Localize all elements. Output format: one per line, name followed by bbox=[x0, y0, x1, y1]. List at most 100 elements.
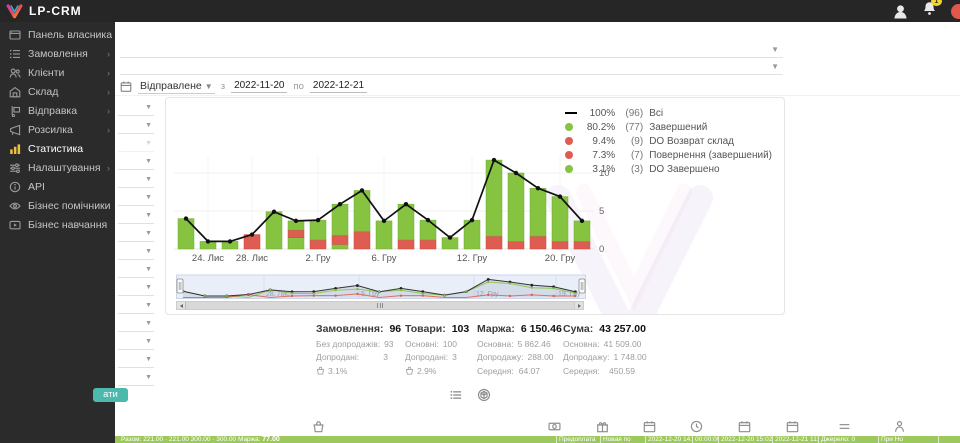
filter-select-2[interactable]: ▼ bbox=[120, 57, 783, 75]
sidebar-item-9[interactable]: Бізнес помічники bbox=[0, 196, 115, 215]
calendar-icon[interactable] bbox=[738, 420, 751, 433]
date-to-input[interactable]: 2022-12-21 bbox=[309, 80, 368, 93]
notifications-button[interactable]: 1 bbox=[922, 0, 942, 21]
gift-icon[interactable] bbox=[596, 420, 609, 433]
basket-icon[interactable] bbox=[312, 420, 325, 433]
bar-segment[interactable] bbox=[309, 239, 327, 250]
line-point[interactable] bbox=[425, 217, 431, 223]
sidebar-item-3[interactable]: Склад › bbox=[0, 82, 115, 101]
line-point[interactable] bbox=[535, 186, 541, 191]
line-point[interactable] bbox=[579, 218, 585, 224]
bar-segment[interactable] bbox=[397, 239, 415, 250]
mini-filter-select-8[interactable]: ▼ bbox=[118, 226, 154, 242]
sidebar-item-2[interactable]: Клієнти › bbox=[0, 63, 115, 82]
line-point[interactable] bbox=[403, 201, 409, 207]
avatar[interactable] bbox=[951, 3, 960, 19]
mini-filter-select-9[interactable]: ▼ bbox=[118, 244, 154, 260]
person-icon[interactable] bbox=[893, 420, 906, 433]
line-point[interactable] bbox=[557, 194, 563, 199]
line-point[interactable] bbox=[447, 235, 453, 240]
bar-segment[interactable] bbox=[573, 241, 591, 250]
bar-segment[interactable] bbox=[287, 237, 305, 250]
line-point[interactable] bbox=[183, 216, 189, 221]
mini-filter-select-5[interactable]: ▼ bbox=[118, 172, 154, 188]
orders-status-chart[interactable]: 24. Лис 28. Лис 2. Гру 6. Гру 12. Гру 20. Гру… bbox=[166, 98, 785, 268]
bar-segment[interactable] bbox=[177, 218, 195, 250]
mini-filter-select-4[interactable]: ▼ bbox=[118, 154, 154, 170]
line-point[interactable] bbox=[381, 218, 387, 224]
rows-icon[interactable] bbox=[838, 420, 851, 433]
sidebar-item-7[interactable]: Налаштування › bbox=[0, 158, 115, 177]
filter-select-1[interactable]: ▼ bbox=[120, 40, 783, 58]
search-button[interactable]: ати bbox=[93, 388, 128, 402]
bar-segment[interactable] bbox=[529, 235, 547, 250]
bar-segment[interactable] bbox=[419, 239, 437, 250]
mini-filter-select-6[interactable]: ▼ bbox=[118, 190, 154, 206]
bar-segment[interactable] bbox=[419, 219, 437, 241]
line-point[interactable] bbox=[491, 157, 497, 163]
navigator-right-handle[interactable] bbox=[578, 278, 586, 294]
line-point[interactable] bbox=[513, 170, 519, 176]
chart-list-button[interactable] bbox=[449, 388, 463, 402]
bar-segment[interactable] bbox=[353, 190, 371, 232]
line-point[interactable] bbox=[315, 217, 321, 223]
mini-filter-select-10[interactable]: ▼ bbox=[118, 262, 154, 278]
line-point[interactable] bbox=[205, 239, 211, 244]
scrollbar-thumb[interactable] bbox=[185, 302, 575, 309]
sidebar-item-5[interactable]: Розсилка › bbox=[0, 120, 115, 139]
line-point[interactable] bbox=[249, 232, 255, 237]
date-from-input[interactable]: 2022-11-20 bbox=[231, 80, 288, 93]
bar-segment[interactable] bbox=[573, 220, 591, 242]
line-point[interactable] bbox=[271, 209, 277, 214]
bar-segment[interactable] bbox=[507, 172, 525, 242]
line-point[interactable] bbox=[337, 201, 343, 207]
sidebar-item-6[interactable]: Статистика bbox=[0, 139, 115, 158]
calendar-icon[interactable] bbox=[643, 420, 656, 433]
bar-segment[interactable] bbox=[529, 187, 547, 237]
bar-segment[interactable] bbox=[551, 241, 569, 250]
line-point[interactable] bbox=[293, 218, 299, 224]
bar-segment[interactable] bbox=[485, 235, 503, 250]
bar-segment[interactable] bbox=[309, 219, 327, 241]
bar-segment[interactable] bbox=[485, 159, 503, 237]
line-point[interactable] bbox=[469, 217, 475, 223]
navigator-left-handle[interactable] bbox=[176, 278, 184, 294]
bar-segment[interactable] bbox=[287, 229, 305, 238]
bar-segment[interactable] bbox=[397, 203, 415, 241]
legend-item-3[interactable]: 7.3% (7) Повернення (завершений) bbox=[565, 148, 772, 162]
bar-segment[interactable] bbox=[507, 241, 525, 250]
chart-scrollbar[interactable] bbox=[176, 301, 584, 310]
bar-segment[interactable] bbox=[353, 231, 371, 250]
bar-segment[interactable] bbox=[331, 235, 349, 245]
scroll-right-arrow[interactable] bbox=[574, 302, 583, 309]
banknote-icon[interactable] bbox=[548, 420, 561, 433]
mini-filter-select-15[interactable]: ▼ bbox=[118, 352, 154, 368]
bar-segment[interactable] bbox=[331, 244, 349, 250]
sidebar-item-4[interactable]: Відправка › bbox=[0, 101, 115, 120]
mini-filter-select-1[interactable]: ▼ bbox=[118, 100, 154, 116]
user-icon[interactable] bbox=[893, 4, 908, 19]
mini-filter-select-14[interactable]: ▼ bbox=[118, 334, 154, 350]
mini-filter-select-13[interactable]: ▼ bbox=[118, 316, 154, 332]
sidebar-item-1[interactable]: Замовлення › bbox=[0, 44, 115, 63]
mini-filter-select-3[interactable]: ▼ bbox=[118, 136, 154, 152]
bar-segment[interactable] bbox=[375, 220, 393, 250]
clock-icon[interactable] bbox=[690, 420, 703, 433]
mini-filter-select-11[interactable]: ▼ bbox=[118, 280, 154, 296]
line-point[interactable] bbox=[359, 188, 365, 193]
table-first-row[interactable]: Разом: 221.00 · 221.00 300.00 · 300.00 М… bbox=[115, 436, 960, 443]
sidebar-item-8[interactable]: API bbox=[0, 177, 115, 196]
brand[interactable]: LP-CRM bbox=[6, 1, 82, 21]
mini-filter-select-7[interactable]: ▼ bbox=[118, 208, 154, 224]
mini-filter-select-2[interactable]: ▼ bbox=[118, 118, 154, 134]
sidebar-item-0[interactable]: Панель власника bbox=[0, 25, 115, 44]
line-point[interactable] bbox=[227, 239, 233, 244]
report-type-select[interactable]: Відправлене ▼ bbox=[138, 79, 215, 94]
legend-item-0[interactable]: 100% (96) Всі bbox=[565, 106, 772, 120]
mini-filter-select-12[interactable]: ▼ bbox=[118, 298, 154, 314]
sidebar-item-10[interactable]: Бізнес навчання bbox=[0, 215, 115, 234]
chart-globe-button[interactable] bbox=[477, 388, 491, 402]
calendar-icon[interactable] bbox=[786, 420, 799, 433]
legend-item-2[interactable]: 9.4% (9) DO Возврат склад bbox=[565, 134, 772, 148]
